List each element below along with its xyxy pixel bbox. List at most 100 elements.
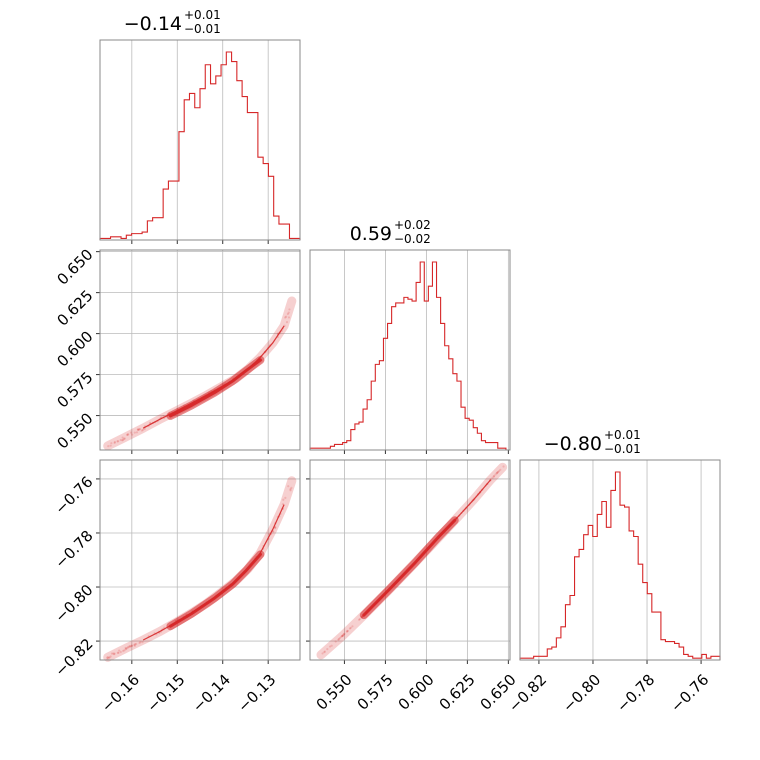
sample-point [117, 440, 120, 443]
sample-point [116, 440, 119, 443]
panel-title-plus-1: +0.02 [394, 218, 431, 232]
sample-point [128, 645, 131, 648]
sample-point [341, 635, 344, 638]
sample-point [138, 641, 141, 645]
x-tick-label: 0.600 [395, 671, 438, 714]
sample-point [121, 439, 124, 442]
contour-line [142, 325, 285, 429]
panel-title-plus-0: +0.01 [184, 8, 221, 22]
panel-frame-1-1 [309, 249, 511, 451]
sample-point [340, 635, 343, 638]
sample-point [126, 433, 129, 436]
sample-point [343, 632, 346, 635]
sample-point [499, 468, 502, 471]
sample-point [110, 652, 113, 655]
sample-point [108, 656, 111, 659]
sample-point [127, 646, 130, 649]
x-tick-label: −0.14 [189, 671, 234, 716]
sample-point [338, 636, 341, 640]
x-tick-label: 0.625 [436, 671, 479, 714]
sample-point [348, 627, 352, 630]
panel-frame-2-0 [99, 459, 301, 661]
sample-point [342, 633, 346, 636]
sample-point [119, 650, 122, 654]
frames-layer [96, 39, 721, 664]
sample-point [141, 428, 145, 431]
panel-title-value-2: −0.80 [544, 433, 602, 455]
sample-point [129, 645, 132, 648]
y-tick-label: 0.600 [53, 327, 96, 370]
sample-point [122, 649, 125, 652]
sample-point [126, 433, 129, 436]
sample-point [492, 475, 495, 478]
y-tick-label: −0.80 [51, 581, 96, 626]
sample-point [341, 634, 344, 638]
sample-point [491, 476, 494, 479]
sample-point [496, 471, 499, 474]
sample-point [113, 652, 116, 655]
sample-point [496, 470, 500, 474]
sample-point [286, 312, 289, 316]
sample-point [492, 475, 496, 478]
sample-point [121, 436, 124, 439]
sample-point [121, 438, 125, 441]
sample-point [502, 465, 505, 468]
sample-point [274, 526, 277, 529]
sample-point [118, 649, 121, 652]
sample-point [130, 433, 134, 436]
sample-point [287, 311, 290, 314]
y-tick-label: 0.625 [53, 286, 96, 329]
sample-point [119, 438, 122, 442]
x-tick-label: −0.15 [143, 671, 188, 716]
sample-point [345, 630, 348, 633]
panel-title-minus-0: −0.01 [184, 22, 221, 36]
sample-point [358, 617, 361, 621]
panel-frame-1-0 [99, 249, 301, 451]
sample-point [130, 644, 134, 648]
sample-point [494, 473, 497, 476]
sample-point [123, 437, 126, 440]
sample-point [349, 626, 352, 629]
sample-point [112, 652, 115, 655]
sample-point [328, 645, 332, 648]
histogram-0 [99, 51, 301, 240]
grid-layer [100, 40, 702, 660]
contour-outer [103, 476, 297, 662]
x-tick-label: 0.550 [313, 671, 356, 714]
sample-point [106, 656, 109, 659]
sample-point [126, 646, 129, 649]
sample-point [129, 431, 133, 434]
sample-point [495, 472, 498, 475]
x-tick-label: −0.80 [559, 671, 604, 716]
sample-point [330, 644, 333, 647]
sample-point [337, 638, 341, 641]
sample-point [133, 431, 136, 434]
sample-point [134, 643, 137, 646]
sample-point [113, 440, 116, 444]
panel-frame-0-0 [99, 39, 301, 241]
sample-point [289, 489, 292, 492]
panel-title-value-0: −0.14 [124, 13, 182, 35]
panel-title-value-1: 0.59 [350, 223, 392, 245]
sample-point [128, 645, 132, 648]
x-tick-label: −0.13 [234, 671, 279, 716]
sample-point [141, 640, 144, 644]
sample-point [135, 642, 138, 646]
sample-point [342, 633, 345, 636]
y-tick-label: 0.575 [53, 368, 96, 411]
sample-point [130, 644, 133, 647]
sample-point [123, 649, 126, 652]
sample-point [341, 634, 344, 637]
sample-point [137, 428, 140, 431]
sample-point [124, 647, 128, 651]
sample-point [285, 321, 289, 324]
panel-title-minus-1: −0.02 [394, 232, 431, 246]
sample-point [133, 643, 136, 647]
sample-point [272, 530, 275, 533]
sample-point [116, 651, 119, 654]
sample-point [273, 527, 277, 530]
sample-point [112, 653, 116, 656]
sample-point [137, 428, 140, 431]
sample-point [288, 308, 291, 311]
sample-point [127, 433, 130, 436]
